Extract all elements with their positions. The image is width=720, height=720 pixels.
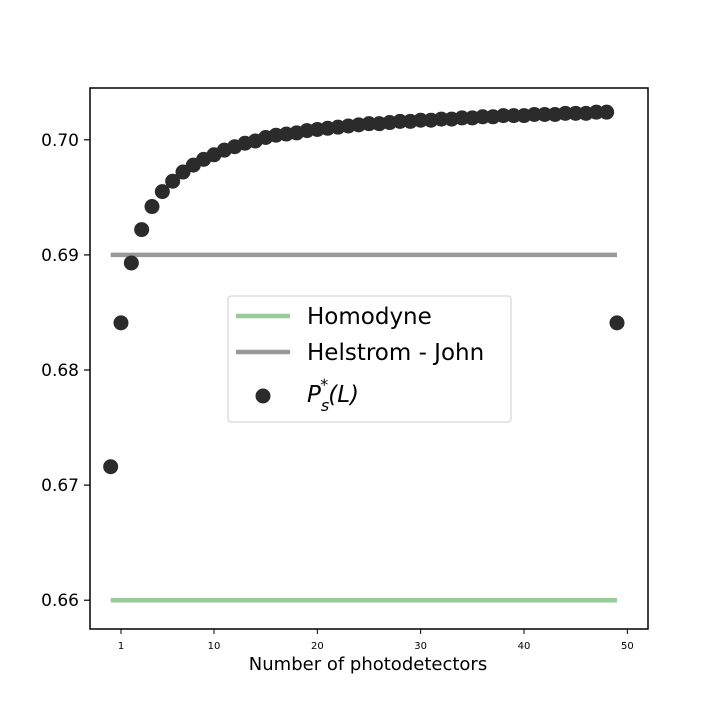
data-point (134, 222, 150, 238)
legend-label-ps-sup: * (320, 375, 328, 394)
x-tick-label: 40 (518, 641, 531, 652)
reference-lines (110, 252, 617, 603)
x-tick-label: 20 (311, 641, 324, 652)
legend-swatch-ps (255, 388, 271, 404)
data-point (495, 108, 511, 124)
legend: Homodyne Helstrom - John Ps *(L) (227, 295, 512, 423)
data-point (433, 111, 449, 127)
data-point (103, 459, 119, 475)
data-point (609, 315, 625, 331)
data-point (568, 105, 584, 121)
y-tick-label: 0.69 (41, 246, 79, 266)
data-point (165, 173, 181, 189)
data-point (454, 110, 470, 126)
y-tick-label: 0.70 (41, 131, 79, 151)
y-axis-ticks: 0.66 0.67 0.68 0.69 0.70 (41, 131, 90, 611)
y-tick-label: 0.66 (41, 591, 79, 611)
data-point (154, 184, 170, 200)
legend-label-homodyne: Homodyne (307, 304, 432, 330)
legend-label-ps: Ps *(L) (307, 375, 359, 415)
data-point (588, 104, 604, 120)
data-point (113, 315, 129, 331)
x-axis-title: Number of photodetectors (249, 654, 487, 675)
data-point (475, 109, 491, 125)
plot-frame (89, 87, 649, 630)
data-point (361, 116, 377, 132)
data-point (557, 105, 573, 121)
legend-label-ps-main: P (307, 382, 321, 408)
legend-frame (227, 295, 512, 423)
scatter-points (103, 104, 625, 475)
data-point (599, 104, 615, 120)
data-point (123, 255, 139, 271)
legend-label-ps-tail: (L) (328, 382, 359, 408)
data-point (144, 199, 160, 215)
x-tick-label: 1 (118, 641, 124, 652)
y-tick-label: 0.68 (41, 361, 79, 381)
x-tick-label: 10 (208, 641, 221, 652)
legend-label-ps-sub: s (321, 396, 329, 415)
data-point (526, 106, 542, 122)
data-point (392, 113, 408, 129)
x-tick-label: 30 (414, 641, 427, 652)
x-tick-label: 50 (621, 641, 634, 652)
data-point (506, 108, 522, 124)
data-point (413, 112, 429, 128)
data-point (537, 106, 553, 122)
x-axis-ticks: 1 10 20 30 40 50 (118, 629, 634, 652)
legend-label-helstrom-john: Helstrom - John (307, 340, 484, 366)
y-tick-label: 0.67 (41, 476, 79, 496)
